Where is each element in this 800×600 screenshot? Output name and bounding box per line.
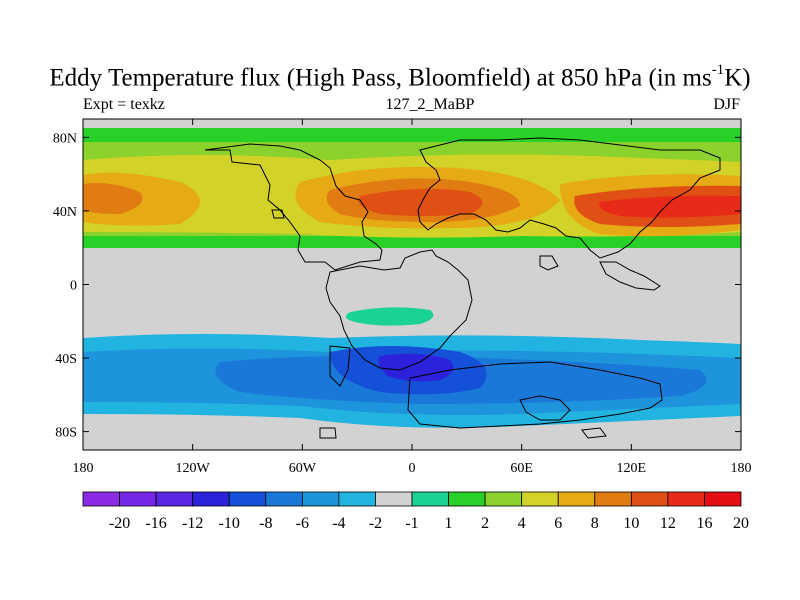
map-title: Eddy Temperature flux (High Pass, Bloomf… bbox=[0, 62, 800, 92]
coast-madagascar bbox=[329, 345, 351, 387]
colorbar-swatch bbox=[119, 491, 157, 507]
coast-eurasia bbox=[417, 137, 721, 259]
colorbar-swatch bbox=[301, 491, 340, 507]
colorbar-swatch bbox=[155, 491, 194, 507]
colorbar-label: 6 bbox=[554, 515, 562, 532]
colorbar-swatch bbox=[375, 491, 413, 507]
coast-antarctica bbox=[407, 361, 663, 429]
x-tick-label: 120E bbox=[617, 461, 647, 476]
x-tick-label: 180 bbox=[731, 461, 752, 476]
colorbar-swatch bbox=[667, 491, 705, 507]
colorbar-label: 1 bbox=[445, 515, 453, 532]
colorbar-swatch bbox=[228, 491, 267, 507]
colorbar-swatch bbox=[704, 491, 742, 507]
colorbar-swatch bbox=[521, 491, 559, 507]
colorbar-label: 4 bbox=[518, 515, 526, 532]
x-tick-label: 120W bbox=[176, 461, 211, 476]
map-title-end: K) bbox=[724, 64, 751, 92]
colorbar-label: 20 bbox=[733, 515, 749, 532]
flux-zone-africa-positive bbox=[346, 307, 434, 326]
colorbar-label: -16 bbox=[145, 515, 166, 532]
colorbar-swatch bbox=[594, 491, 632, 507]
flux-zone-asia-max bbox=[599, 195, 741, 218]
colorbar-label: 2 bbox=[481, 515, 489, 532]
negative-flux-field bbox=[83, 334, 741, 428]
colorbar-label: -6 bbox=[296, 515, 309, 532]
colorbar-label: 10 bbox=[623, 515, 639, 532]
coast-north-america bbox=[204, 143, 383, 271]
colorbar-swatch bbox=[448, 491, 486, 507]
colorbar: -20 -16 -12 -10 -8 -6 -4 -2 -1 1 2 4 6 8 10 12 16 20 bbox=[82, 491, 749, 532]
x-axis-ticks: 180 120W 60W 0 60E 120E 180 bbox=[73, 119, 752, 476]
experiment-label: Expt = texkz bbox=[83, 96, 165, 113]
colorbar-swatch bbox=[82, 491, 120, 507]
flux-zone-atlantic-peak bbox=[358, 188, 483, 216]
colorbar-swatch bbox=[265, 491, 303, 507]
flux-band-south-edge bbox=[83, 236, 741, 248]
y-tick-label: 80S bbox=[55, 426, 77, 441]
coast-small-island bbox=[319, 427, 337, 439]
colorbar-label: -4 bbox=[332, 515, 345, 532]
y-tick-label: 40S bbox=[55, 352, 77, 367]
flux-zone-minimum bbox=[378, 353, 454, 382]
flux-band-north-edge bbox=[83, 128, 741, 142]
coast-island bbox=[271, 209, 285, 219]
colorbar-swatch bbox=[484, 491, 523, 507]
colorbar-label: 16 bbox=[696, 515, 712, 532]
colorbar-label: -20 bbox=[109, 515, 130, 532]
colorbar-label: -12 bbox=[182, 515, 203, 532]
map-title-superscript: -1 bbox=[711, 62, 725, 78]
colorbar-swatch bbox=[338, 491, 376, 507]
coast-southeast-asia-a bbox=[539, 255, 559, 271]
colorbar-swatch bbox=[630, 491, 669, 507]
coast-africa-south-america bbox=[325, 249, 473, 371]
colorbar-label: 8 bbox=[591, 515, 599, 532]
colorbar-label: -1 bbox=[405, 515, 418, 532]
season-label: DJF bbox=[713, 96, 740, 113]
y-tick-label: 40N bbox=[53, 205, 77, 220]
flux-zone-pacific-dark bbox=[83, 183, 143, 214]
colorbar-swatch bbox=[557, 491, 596, 507]
coast-southeast-asia-b bbox=[599, 261, 661, 291]
colorbar-label: -10 bbox=[219, 515, 240, 532]
colorbar-label: -2 bbox=[369, 515, 382, 532]
colorbar-swatch bbox=[192, 491, 230, 507]
map-title-text: Eddy Temperature flux (High Pass, Bloomf… bbox=[49, 64, 712, 92]
plot-area bbox=[83, 119, 741, 450]
colorbar-label: -8 bbox=[259, 515, 272, 532]
colorbar-label: 12 bbox=[660, 515, 676, 532]
y-tick-label: 0 bbox=[70, 279, 77, 294]
y-axis-ticks: 80N 40N 0 40S 80S bbox=[53, 131, 741, 441]
y-tick-label: 80N bbox=[53, 131, 77, 146]
x-tick-label: 60E bbox=[510, 461, 533, 476]
coastlines bbox=[204, 137, 721, 439]
coast-small-island-b bbox=[581, 427, 607, 439]
x-tick-label: 0 bbox=[409, 461, 416, 476]
colorbar-swatch bbox=[411, 491, 449, 507]
x-tick-label: 60W bbox=[289, 461, 317, 476]
coast-antarctic-island bbox=[519, 395, 571, 421]
run-label: 127_2_MaBP bbox=[385, 96, 475, 113]
x-tick-label: 180 bbox=[73, 461, 94, 476]
